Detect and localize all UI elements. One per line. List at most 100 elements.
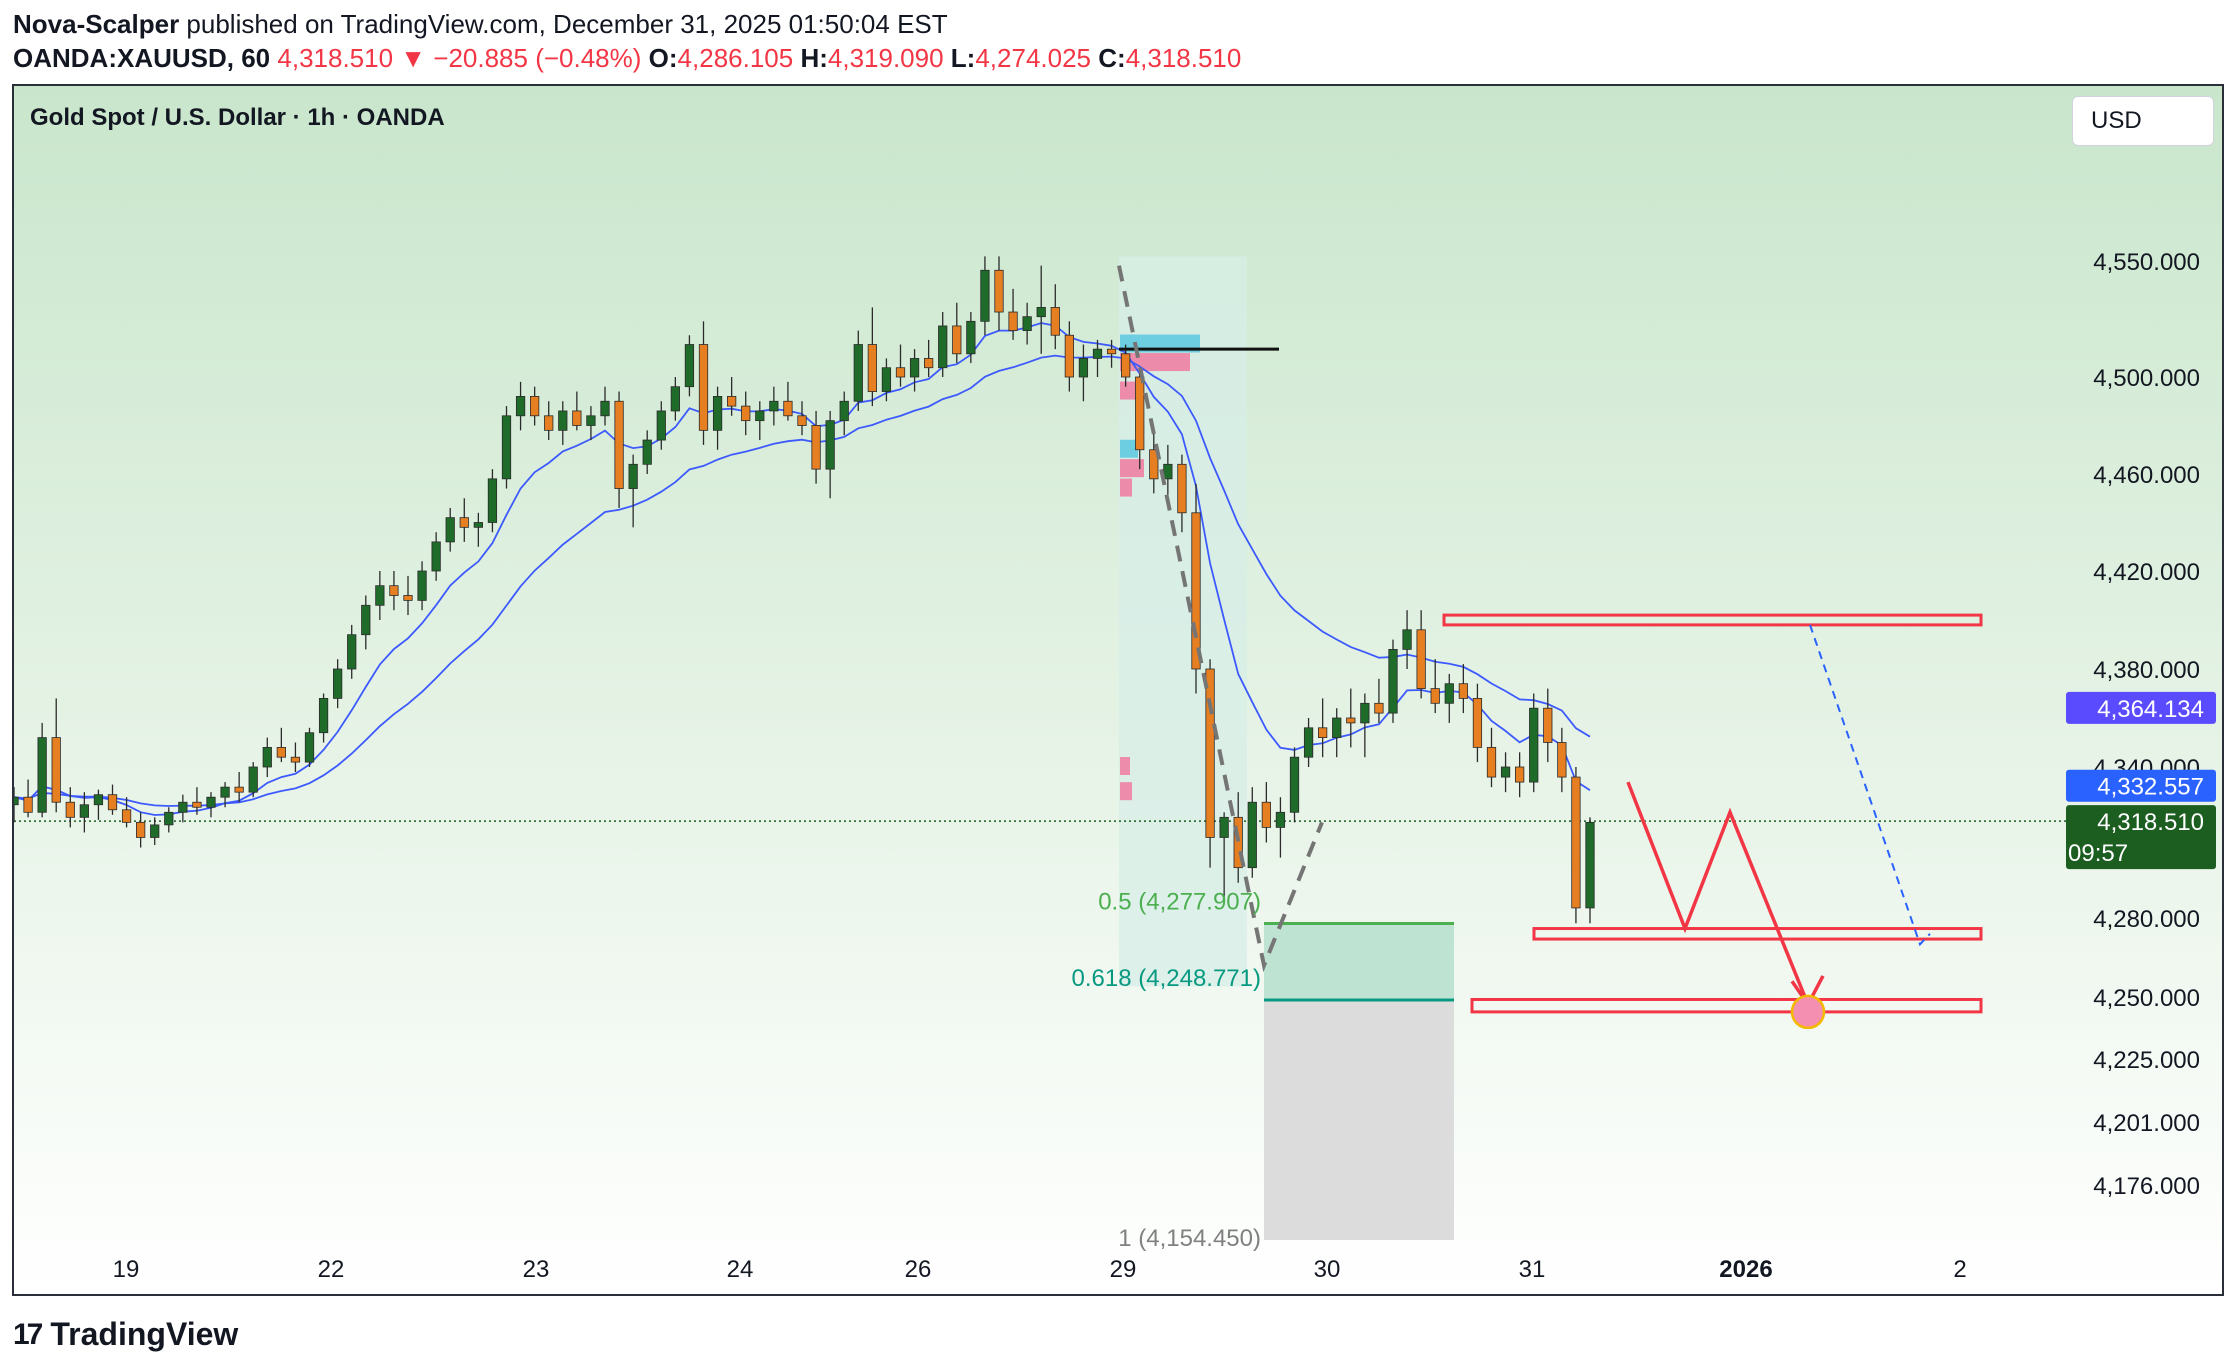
volume-profile-bar	[1120, 459, 1144, 478]
chart-background	[14, 86, 2222, 1294]
candle-body	[1557, 742, 1567, 778]
candle-body	[473, 522, 483, 528]
y-tick-label: 4,420.000	[2093, 559, 2200, 586]
candle-body	[825, 420, 835, 470]
candle-body	[1332, 717, 1342, 739]
volume-profile-bar	[1120, 782, 1132, 801]
candle-body	[51, 737, 61, 803]
fib-label: 0.5 (4,277.907)	[1098, 889, 1261, 916]
y-tick-label: 4,201.000	[2093, 1110, 2200, 1137]
candle-body	[1078, 358, 1089, 378]
candle-body	[938, 325, 948, 369]
y-tick-label: 4,280.000	[2093, 906, 2200, 933]
candle-body	[966, 320, 976, 355]
x-tick-label: 24	[727, 1256, 754, 1283]
candle-body	[318, 698, 329, 734]
target-marker	[1790, 994, 1826, 1030]
x-tick-label: 22	[318, 1256, 345, 1283]
candle-body	[769, 400, 779, 412]
symbol-info: OANDA:XAUUSD, 60 4,318.510 ▼ −20.885 (−0…	[13, 42, 1241, 74]
x-tick-label: 30	[1314, 1256, 1341, 1283]
candle-body	[136, 821, 146, 838]
candle-body	[1135, 376, 1145, 451]
candle-body	[684, 344, 695, 388]
candle-body	[248, 766, 258, 793]
candle-body	[1247, 801, 1257, 869]
open-label: O:	[648, 43, 678, 73]
zone-support	[1532, 927, 1983, 941]
candle-body	[628, 463, 638, 489]
candle-body	[586, 415, 596, 426]
candle-body	[445, 517, 455, 543]
candle-body	[1191, 512, 1201, 670]
candle-body	[459, 517, 469, 528]
candle-body	[1064, 334, 1074, 378]
candle-body	[1092, 348, 1103, 359]
down-arrow-icon: ▼	[400, 43, 427, 73]
candle-body	[811, 425, 821, 470]
x-tick-label: 19	[113, 1256, 140, 1283]
author-name[interactable]: Nova-Scalper	[13, 9, 180, 39]
projection-dashed-path	[1117, 265, 1324, 973]
candle-body	[1261, 801, 1271, 828]
fib-lower-fill	[1264, 1000, 1454, 1240]
candle-body	[79, 804, 89, 818]
x-tick-label: 23	[523, 1256, 550, 1283]
candle-body	[1529, 707, 1539, 783]
candle-body	[1374, 702, 1384, 714]
candle-body	[797, 415, 807, 426]
candle-body	[178, 801, 188, 813]
candle-body	[389, 585, 399, 596]
x-tick-label: 26	[905, 1256, 932, 1283]
candle-body	[924, 358, 934, 369]
candle-body	[220, 786, 230, 798]
candle-body	[1289, 756, 1300, 813]
zone-resistance	[1442, 613, 1983, 627]
close-value: 4,318.510	[1125, 43, 1242, 73]
candle-body	[1318, 727, 1328, 738]
volume-profile-bar	[1120, 478, 1132, 497]
y-tick-label: 4,500.000	[2093, 365, 2200, 392]
ema-slow-line	[14, 354, 1591, 807]
candle-body	[164, 811, 174, 826]
price-badge-label: 4,364.134	[2097, 696, 2204, 723]
candle-body	[881, 367, 892, 392]
candle-body	[14, 796, 19, 806]
candle-body	[107, 794, 118, 811]
candle-body	[909, 358, 920, 378]
candle-body	[670, 386, 680, 412]
candle-body	[1402, 629, 1412, 650]
candle-body	[65, 801, 75, 818]
tradingview-logo[interactable]: 17 TradingView	[13, 1316, 238, 1353]
low-value: 4,274.025	[975, 43, 1092, 73]
open-value: 4,286.105	[677, 43, 794, 73]
price-chart[interactable]: 0.5 (4,277.907) 0.618 (4,248.771) 1 (4,154…	[14, 86, 2222, 1294]
high-value: 4,319.090	[827, 43, 944, 73]
x-tick-label: 29	[1110, 1256, 1137, 1283]
candle-body	[1346, 717, 1356, 724]
y-tick-label: 4,550.000	[2093, 249, 2200, 276]
y-tick-label: 4,250.000	[2093, 985, 2200, 1012]
candle-body	[867, 344, 877, 392]
high-label: H:	[800, 43, 828, 73]
chart-frame	[12, 84, 2224, 1296]
candle-body	[741, 405, 751, 422]
candle-body	[994, 269, 1004, 313]
candle-body	[1050, 306, 1060, 336]
last-price: 4,318.510	[277, 43, 394, 73]
candle-body	[347, 634, 357, 670]
candle-body	[304, 732, 315, 763]
price-badge	[2066, 691, 2216, 724]
candle-body	[1500, 766, 1511, 778]
candle-body	[23, 796, 33, 813]
currency-button[interactable]: USD	[2072, 96, 2214, 146]
price-badge-label: 4,332.557	[2097, 774, 2204, 801]
candle-body	[1163, 463, 1173, 480]
countdown-label: 09:57	[2068, 840, 2128, 867]
x-tick-label: 31	[1519, 1256, 1546, 1283]
candle-body	[290, 756, 301, 763]
candle-body	[1472, 698, 1483, 748]
price-change: −20.885 (−0.48%)	[433, 43, 642, 73]
candle-body	[952, 325, 962, 355]
candle-body	[375, 585, 385, 606]
